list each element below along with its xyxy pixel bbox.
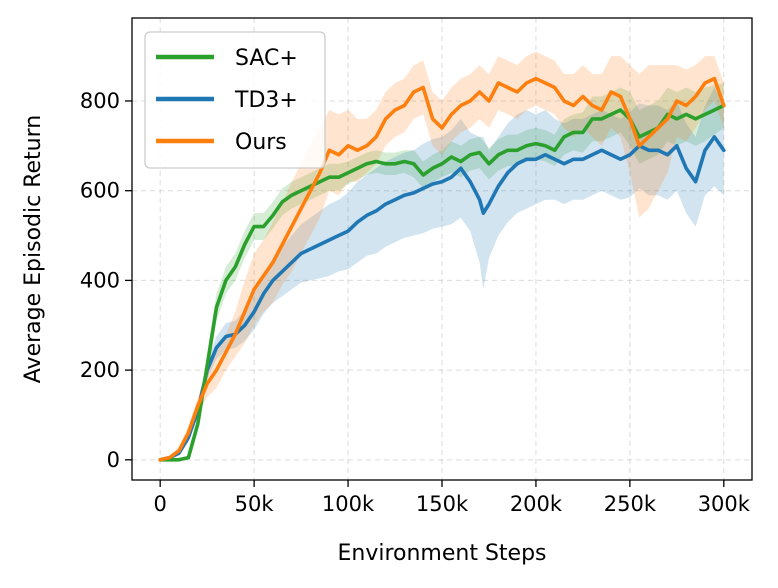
series-line-ours	[158, 76, 726, 462]
legend-label-td3: TD3+	[234, 88, 298, 113]
y-axis-title: Average Episodic Return	[21, 115, 46, 383]
x-axis-title: Environment Steps	[337, 541, 546, 566]
y-tick-label-4: 800	[80, 89, 120, 113]
legend-box	[144, 31, 326, 169]
axis-ticks: 0 50k 100k 150k 200k 250k 300k 0 200 400 600 800	[80, 89, 751, 516]
x-tick-label-4: 200k	[510, 492, 563, 516]
x-tick-label-0: 0	[153, 492, 166, 516]
band-td3	[160, 87, 724, 460]
x-tick-label-5: 250k	[604, 492, 657, 516]
x-tick-label-2: 100k	[322, 492, 375, 516]
legend-label-ours: Ours	[235, 130, 287, 155]
x-tick-label-3: 150k	[416, 492, 469, 516]
y-tick-label-2: 400	[80, 268, 120, 292]
y-tick-label-0: 0	[107, 448, 120, 472]
series-lines	[158, 76, 726, 462]
x-tick-label-6: 300k	[698, 492, 751, 516]
y-tick-label-1: 200	[80, 358, 120, 382]
legend-label-sac: SAC+	[235, 46, 298, 71]
x-tick-label-1: 50k	[235, 492, 275, 516]
series-line-td3	[158, 135, 726, 462]
legend: SAC+ TD3+ Ours	[144, 31, 326, 169]
y-tick-label-3: 600	[80, 179, 120, 203]
band-ours	[160, 51, 724, 460]
